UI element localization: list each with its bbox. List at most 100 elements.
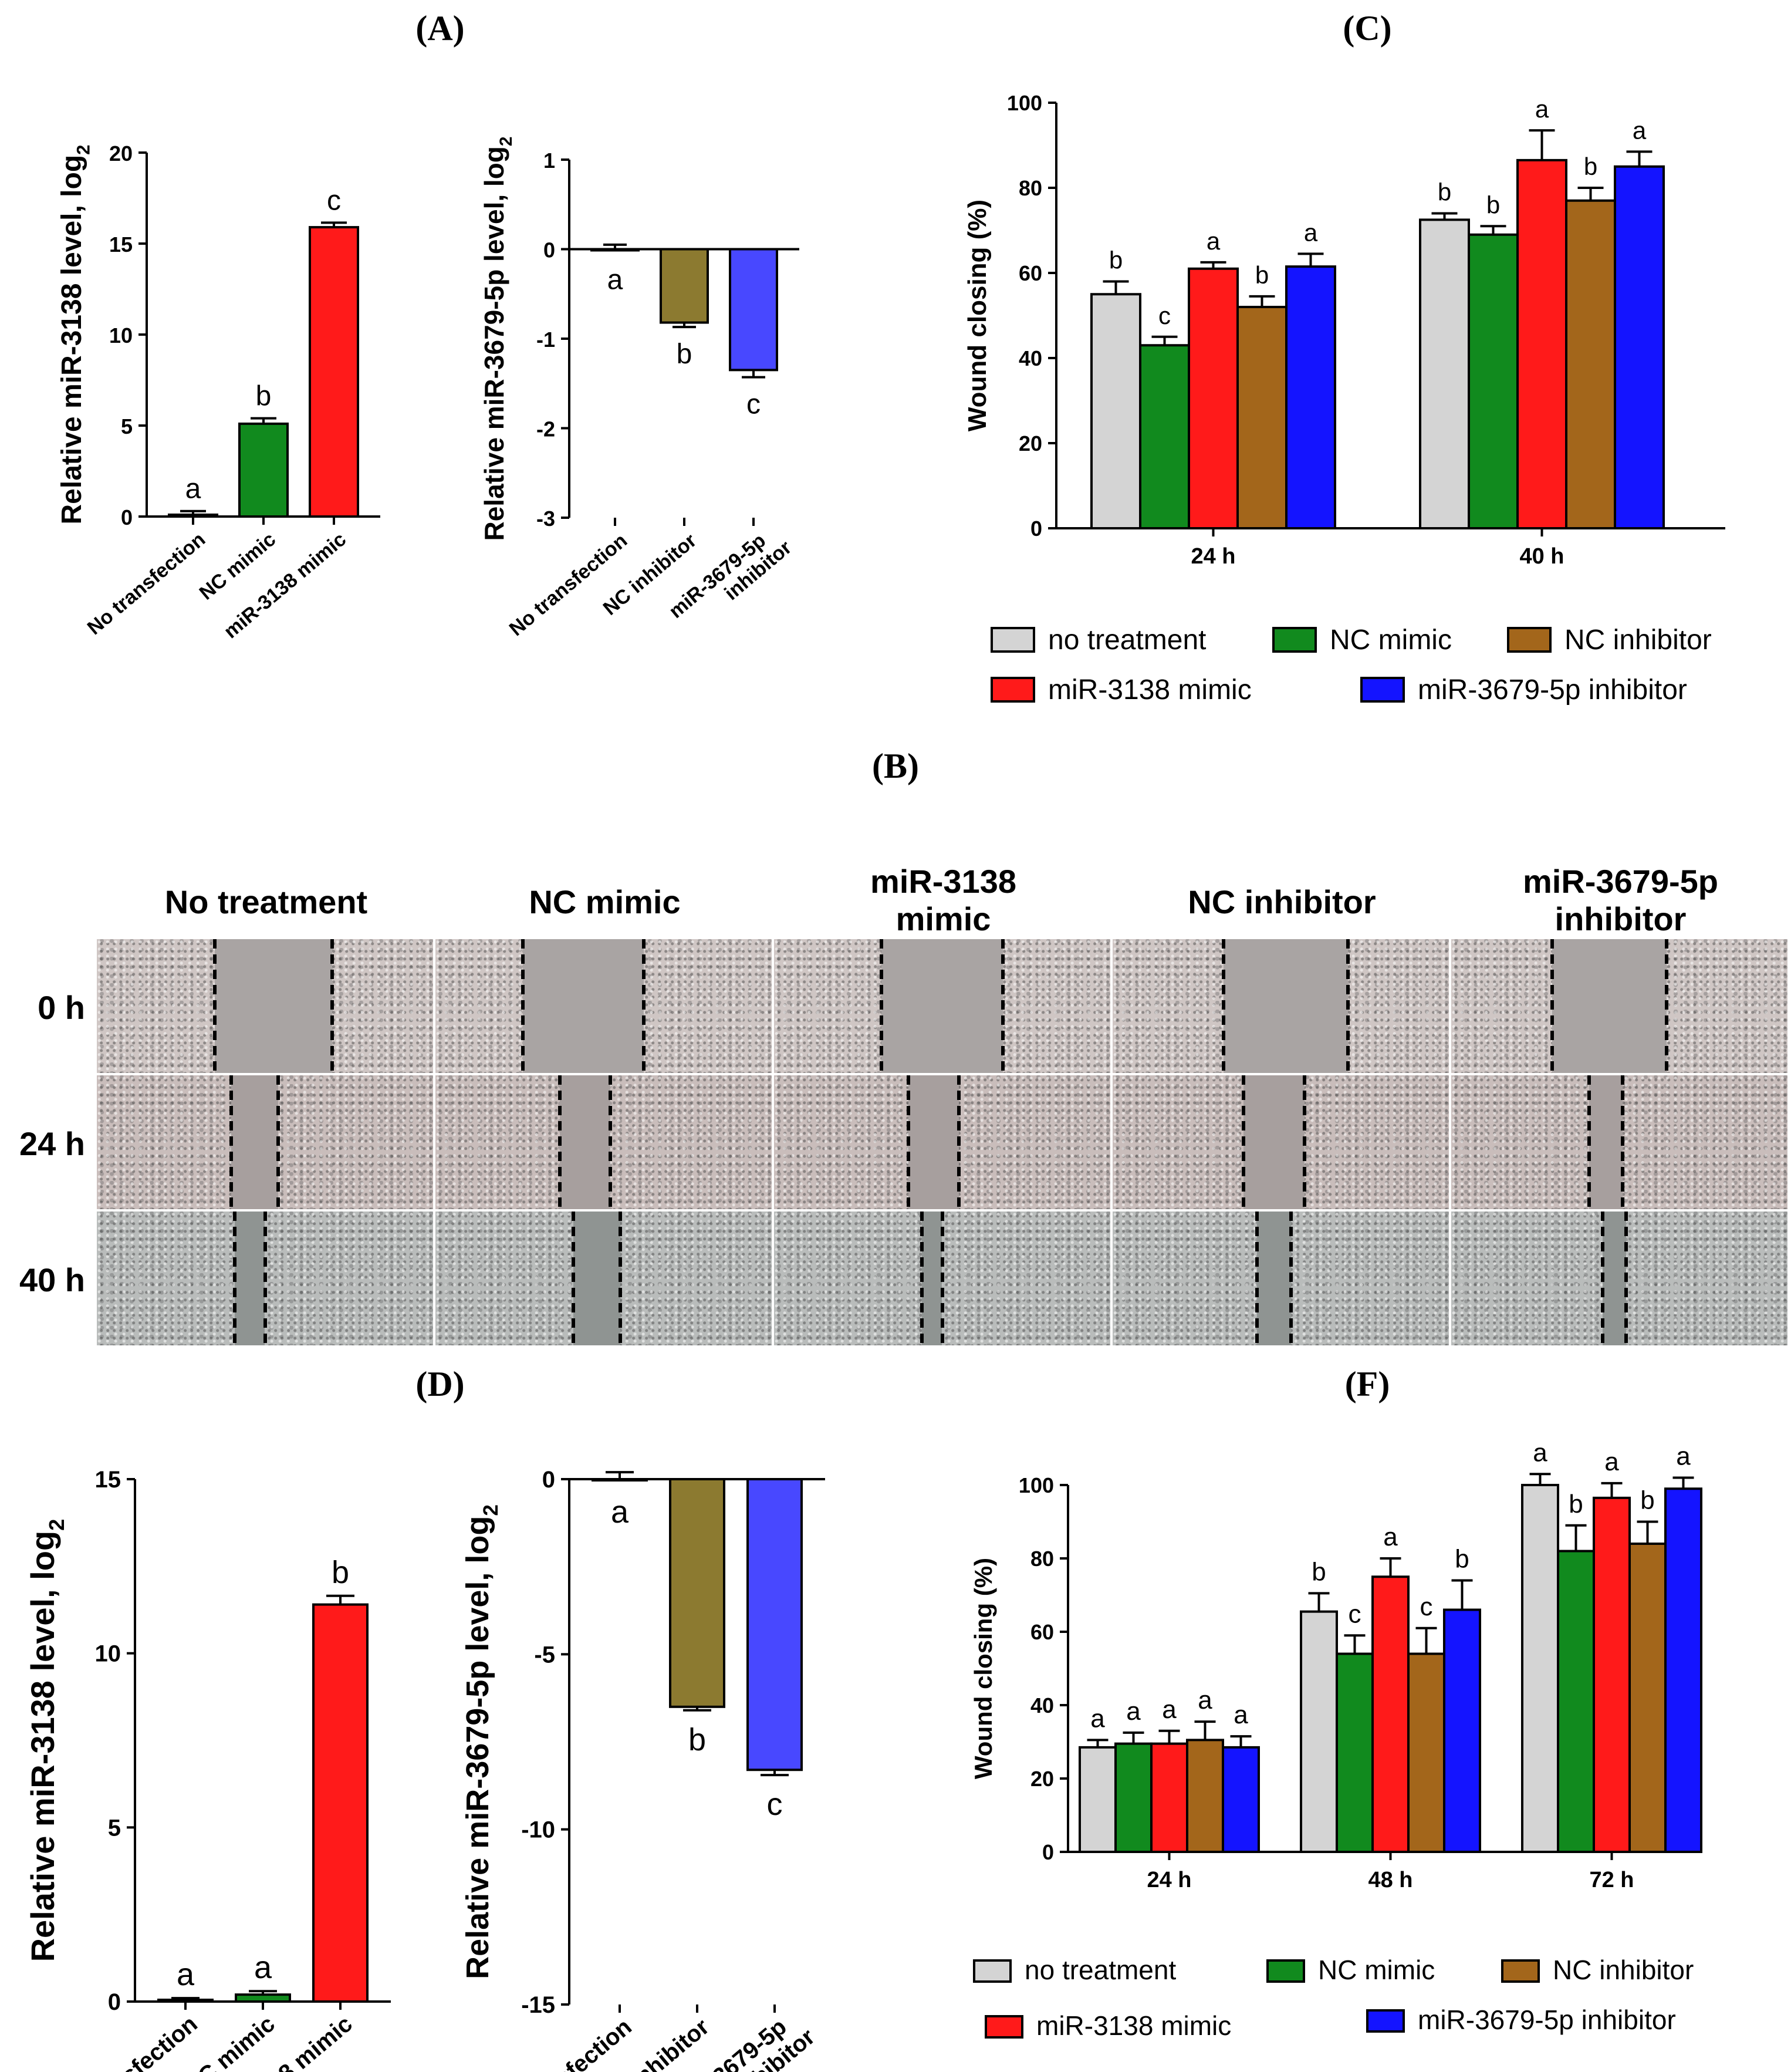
y-tick-label: 5 bbox=[121, 414, 133, 438]
wound-edge-dashed-line bbox=[1621, 1075, 1625, 1209]
legend-swatch bbox=[985, 2015, 1023, 2039]
micrograph-no-treatment-0h bbox=[97, 939, 433, 1073]
wound-gap bbox=[922, 1212, 942, 1345]
significance-letter: a bbox=[1604, 1447, 1619, 1476]
micrograph-no-treatment-24h bbox=[97, 1075, 433, 1209]
significance-letter: c bbox=[767, 1787, 783, 1822]
panel-letter-a: (A) bbox=[415, 9, 464, 48]
significance-letter: a bbox=[1090, 1704, 1105, 1733]
y-tick-label: -2 bbox=[536, 417, 555, 441]
y-tick-label: 15 bbox=[95, 1467, 121, 1493]
wound-edge-dashed-line bbox=[1600, 1212, 1604, 1345]
bar-nc-inhibitor bbox=[1236, 306, 1288, 529]
y-axis-label: Relative miR-3679-5p level, log2 bbox=[460, 1504, 502, 1979]
x-tick-label: 40 h bbox=[1519, 544, 1564, 569]
y-tick-label: 0 bbox=[543, 238, 555, 262]
micrograph-grid: No treatment NC mimic miR-3138 mimic NC inhi… bbox=[0, 810, 1791, 1374]
bar-nc-inhibitor bbox=[669, 1478, 725, 1708]
significance-letter: a bbox=[1198, 1686, 1212, 1715]
y-tick-label: 1 bbox=[543, 149, 555, 173]
significance-letter: a bbox=[1533, 1438, 1547, 1467]
y-axis-label-text: Wound closing (%) bbox=[963, 200, 992, 431]
wound-edge-dashed-line bbox=[619, 1212, 623, 1345]
legend-swatch bbox=[1266, 1959, 1305, 1983]
bar-nc-inhibitor bbox=[1628, 1543, 1667, 1853]
micrograph-nc-mimic-0h bbox=[435, 939, 772, 1073]
wound-edge-dashed-line bbox=[276, 1075, 281, 1209]
legend-label: NC mimic bbox=[1330, 625, 1452, 656]
row-label-40-h: 40 h bbox=[19, 1261, 85, 1298]
legend-label: NC inhibitor bbox=[1564, 625, 1712, 656]
wound-gap bbox=[1257, 1212, 1291, 1345]
bar-no-treatment bbox=[1090, 293, 1141, 529]
chart-c: 0 20 40 60 80 100 b c a b a 24 h b b a b a 40 h Wound clos… bbox=[963, 91, 1725, 706]
significance-letter: c bbox=[1420, 1592, 1433, 1621]
bar-no-treatment bbox=[1419, 218, 1470, 529]
significance-letter: a bbox=[1633, 116, 1647, 144]
bar-mir-3679-5p-inhibitor bbox=[1664, 1487, 1702, 1853]
bar-nc-mimic bbox=[1336, 1652, 1374, 1853]
y-axis-label-subscript: 2 bbox=[45, 1519, 69, 1531]
wound-gap bbox=[560, 1075, 610, 1209]
bar-mir-3679-5p-inhibitor bbox=[1614, 165, 1665, 529]
significance-letter: c bbox=[1158, 302, 1171, 329]
y-tick-label: 15 bbox=[109, 232, 133, 257]
y-tick-label: 100 bbox=[1007, 91, 1042, 115]
x-tick-label: 48 h bbox=[1368, 1868, 1412, 1892]
micrograph-mir-3679-5p-inhibitor-0h bbox=[1451, 939, 1787, 1073]
row-label-0-h: 0 h bbox=[38, 989, 85, 1026]
column-title-line: No treatment bbox=[164, 883, 368, 920]
y-axis-label-subscript: 2 bbox=[479, 1504, 502, 1516]
y-tick-label: 0 bbox=[1042, 1840, 1054, 1864]
micrograph-nc-mimic-24h bbox=[435, 1075, 772, 1209]
y-tick-label: -3 bbox=[536, 507, 555, 531]
y-tick-label: -10 bbox=[521, 1817, 555, 1843]
legend-label: no treatment bbox=[1025, 1955, 1176, 1985]
bar-mir-3679-5p-inhibitor bbox=[1285, 265, 1336, 529]
bar-mir-3138-mimic bbox=[1371, 1575, 1410, 1853]
y-axis-label-text: Wound closing (%) bbox=[969, 1558, 997, 1779]
bar-nc-inhibitor bbox=[660, 248, 709, 324]
micrograph-mir-3138-mimic-0h bbox=[774, 939, 1110, 1073]
wound-gap bbox=[214, 939, 333, 1073]
bar-mir-3138-mimic bbox=[312, 1603, 369, 2003]
micrograph-mir-3679-5p-inhibitor-24h bbox=[1451, 1075, 1787, 1209]
legend-label: miR-3679-5p inhibitor bbox=[1418, 2004, 1676, 2035]
x-tick-label: 24 h bbox=[1191, 544, 1235, 569]
wound-edge-dashed-line bbox=[1001, 939, 1005, 1073]
wound-edge-dashed-line bbox=[957, 1075, 961, 1209]
wound-edge-dashed-line bbox=[880, 939, 884, 1073]
wound-edge-dashed-line bbox=[1346, 939, 1350, 1073]
x-tick-label-group: No transfection bbox=[83, 528, 209, 639]
y-axis-label-subscript: 2 bbox=[73, 145, 93, 155]
wound-edge-dashed-line bbox=[558, 1075, 562, 1209]
significance-letter: b bbox=[1486, 191, 1500, 218]
significance-letter: a bbox=[1234, 1700, 1248, 1729]
y-axis-label: Relative miR-3679-5p level, log2 bbox=[479, 136, 516, 541]
wound-edge-dashed-line bbox=[642, 939, 646, 1073]
y-tick-label: 80 bbox=[1030, 1547, 1054, 1571]
wound-edge-dashed-line bbox=[229, 1075, 234, 1209]
bar-mir-3679-5p-inhibitor bbox=[1222, 1746, 1260, 1853]
wound-gap bbox=[234, 1212, 265, 1345]
bar-mir-3679-5p-inhibitor bbox=[729, 248, 778, 372]
y-axis-label: Wound closing (%) bbox=[963, 200, 992, 431]
bar-no-transfection bbox=[592, 1478, 648, 1482]
bar-no-transfection bbox=[590, 248, 640, 252]
wound-gap bbox=[1552, 939, 1667, 1073]
legend-swatch bbox=[991, 627, 1035, 653]
significance-letter: c bbox=[746, 389, 761, 420]
significance-letter: a bbox=[611, 1494, 629, 1530]
wound-edge-dashed-line bbox=[521, 939, 525, 1073]
wound-gap bbox=[231, 1075, 279, 1209]
legend-swatch bbox=[991, 677, 1035, 703]
bar-no-treatment bbox=[1521, 1484, 1559, 1853]
column-title-line: miR-3138 bbox=[870, 863, 1017, 900]
wound-gap bbox=[573, 1212, 621, 1345]
y-tick-label: 5 bbox=[108, 1815, 121, 1841]
significance-letter: b bbox=[332, 1555, 349, 1590]
significance-letter: c bbox=[1349, 1599, 1361, 1628]
y-tick-label: -1 bbox=[536, 328, 555, 352]
significance-letter: b bbox=[1455, 1545, 1469, 1574]
